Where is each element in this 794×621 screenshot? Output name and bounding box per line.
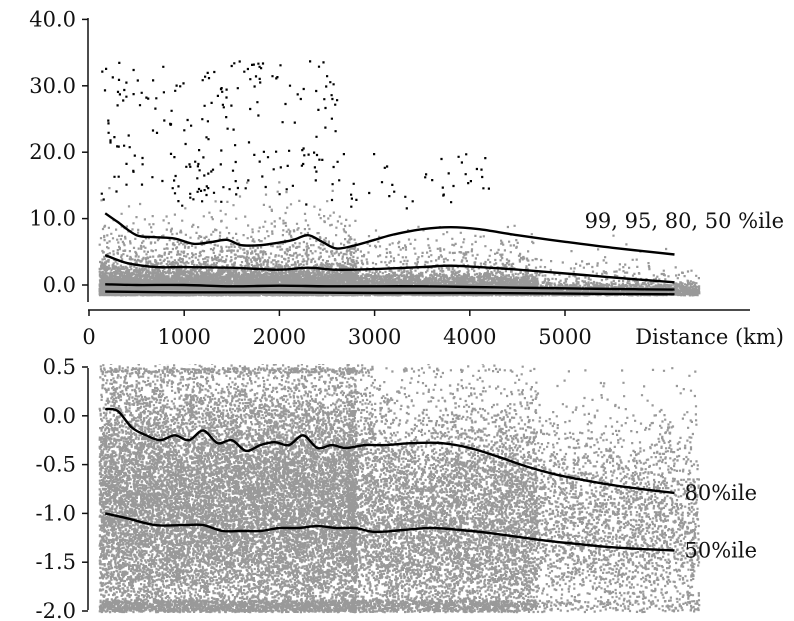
bottom-y-tick-label: -2.0 <box>36 599 77 621</box>
top-percentile-curves <box>104 212 675 296</box>
top-y-tick-label: 10.0 <box>29 207 76 231</box>
top-point-cloud <box>98 181 701 297</box>
bottom-y-tick-label: 0.0 <box>43 404 76 428</box>
curve-50-percentile <box>105 290 675 296</box>
top-outlier-cloud <box>100 60 490 210</box>
top-x-ticks: 0 1000 2000 3000 4000 5000 <box>82 310 592 349</box>
curve-95-percentile <box>104 253 675 284</box>
top-y-tick-label: 40.0 <box>29 7 76 31</box>
top-y-tick-label: 20.0 <box>29 140 76 164</box>
series-label-50: 50%ile <box>684 538 757 562</box>
x-tick-label: 1000 <box>157 325 210 349</box>
curve-80-percentile-bottom <box>105 407 675 495</box>
bottom-scatter-points <box>98 364 701 614</box>
x-axis-label: Distance (km) <box>635 325 784 349</box>
percentile-annotation: 99, 95, 80, 50 %ile <box>585 209 784 233</box>
bottom-series-labels: 80%ile 50%ile <box>684 481 757 563</box>
curve-80-percentile <box>105 283 675 291</box>
x-tick-label: 0 <box>82 325 95 349</box>
bottom-panel: -2.0 -1.5 -1.0 -0.5 0.0 0.5 80%ile 50%ile <box>36 355 758 621</box>
x-tick-label: 5000 <box>538 325 591 349</box>
bottom-percentile-curves <box>104 407 675 552</box>
top-outlier-points <box>100 60 490 210</box>
bottom-y-tick-label: -1.5 <box>36 550 77 574</box>
top-y-ticks: 0.0 10.0 20.0 30.0 40.0 <box>29 7 88 297</box>
bottom-y-ticks: -2.0 -1.5 -1.0 -0.5 0.0 0.5 <box>36 355 88 621</box>
x-tick-label: 3000 <box>348 325 401 349</box>
bottom-y-tick-label: -0.5 <box>36 453 77 477</box>
bottom-y-tick-label: -1.0 <box>36 501 77 525</box>
bottom-y-tick-label: 0.5 <box>43 355 76 379</box>
curve-99-percentile <box>104 212 675 256</box>
top-y-tick-label: 30.0 <box>29 74 76 98</box>
curve-50-percentile-bottom <box>104 512 675 552</box>
bottom-point-cloud <box>98 364 701 614</box>
x-tick-label: 4000 <box>443 325 496 349</box>
x-tick-label: 2000 <box>253 325 306 349</box>
top-panel: 0.0 10.0 20.0 30.0 40.0 0 1000 2000 3000 4000 500… <box>29 7 784 349</box>
top-y-tick-label: 0.0 <box>43 273 76 297</box>
top-scatter-points <box>98 181 701 297</box>
series-label-80: 80%ile <box>684 481 757 505</box>
